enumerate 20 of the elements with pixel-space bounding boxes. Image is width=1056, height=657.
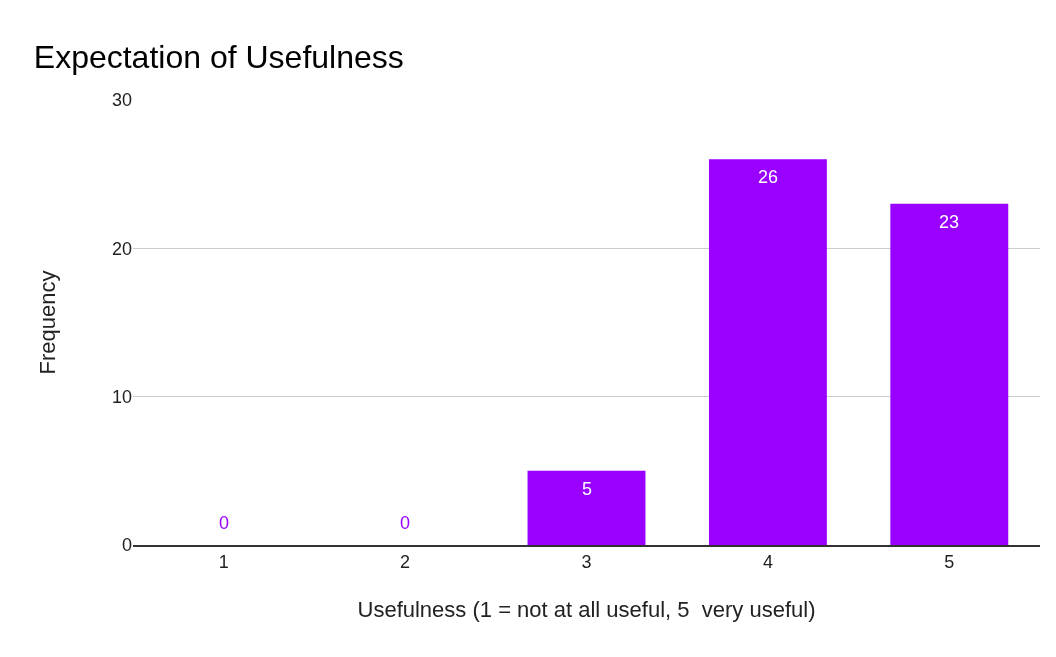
- data-label: 0: [219, 513, 230, 533]
- y-tick-label: 0: [121, 535, 132, 556]
- x-axis-title: Usefulness (1 = not at all useful, 5 very useful): [357, 596, 816, 622]
- bar: [708, 159, 827, 545]
- x-tick-label: 5: [944, 552, 955, 573]
- chart-title: Expectation of Usefulness: [33, 39, 404, 76]
- x-tick-label: 4: [762, 552, 773, 573]
- y-tick-label: 30: [111, 90, 132, 111]
- bar: [890, 203, 1009, 545]
- bar: [527, 470, 646, 545]
- data-label: 0: [400, 513, 411, 533]
- x-tick-label: 1: [218, 552, 229, 573]
- y-tick-label: 10: [111, 386, 132, 407]
- y-axis-title: Frequency: [34, 270, 60, 375]
- x-tick-label: 3: [581, 552, 592, 573]
- x-tick-label: 2: [400, 552, 411, 573]
- data-label: 5: [582, 479, 593, 499]
- data-label: 26: [758, 167, 779, 187]
- data-label: 23: [939, 212, 960, 232]
- y-tick-label: 20: [111, 238, 132, 259]
